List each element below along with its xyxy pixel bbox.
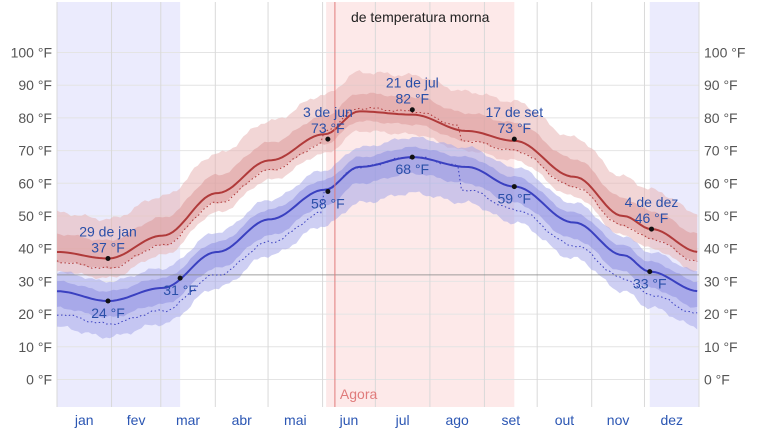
- annotation-value-4: 58 °F: [311, 195, 345, 211]
- annotation-dot-6: [409, 154, 415, 160]
- y-tick-left-6: 60 °F: [18, 175, 52, 191]
- y-tick-left-9: 90 °F: [18, 77, 52, 93]
- month-label-set: set: [501, 412, 520, 428]
- y-tick-right-5: 50 °F: [704, 208, 738, 224]
- y-tick-left-10: 100 °F: [11, 45, 52, 61]
- annotation-dot-2: [177, 275, 183, 281]
- y-tick-right-7: 70 °F: [704, 143, 738, 159]
- annotation-dot-5: [409, 107, 415, 113]
- y-tick-right-0: 0 °F: [704, 372, 730, 388]
- month-label-fev: fev: [127, 412, 146, 428]
- annotation-value-3: 73 °F: [311, 120, 345, 136]
- annotation-dot-7: [511, 136, 517, 142]
- low-outer-band: [57, 136, 698, 339]
- month-label-mai: mai: [284, 412, 307, 428]
- annotation-value-8: 59 °F: [498, 191, 532, 207]
- y-tick-left-7: 70 °F: [18, 143, 52, 159]
- annotation-dot-0: [105, 256, 111, 262]
- annotation-date-5: 21 de jul: [386, 75, 439, 91]
- annotation-dot-10: [647, 269, 653, 275]
- annotation-date-0: 29 de jan: [79, 224, 137, 240]
- month-label-out: out: [555, 412, 575, 428]
- y-tick-left-0: 0 °F: [26, 372, 52, 388]
- month-label-abr: abr: [232, 412, 253, 428]
- y-tick-right-10: 100 °F: [704, 45, 745, 61]
- month-label-nov: nov: [607, 412, 630, 428]
- annotation-value-0: 37 °F: [91, 240, 125, 256]
- axes: 0 °F 0 °F 10 °F 10 °F 20 °F 20 °F 30 °F 30 °F 40…: [11, 45, 746, 429]
- annotation-value-7: 73 °F: [498, 120, 532, 136]
- y-tick-left-1: 10 °F: [18, 339, 52, 355]
- annotation-date-7: 17 de set: [486, 104, 544, 120]
- high-outer-band: [57, 70, 698, 280]
- temperature-lines: [56, 2, 699, 407]
- annotation-dot-4: [325, 188, 331, 194]
- warm-season-label: de temperatura morna: [351, 9, 490, 25]
- y-tick-right-4: 40 °F: [704, 241, 738, 257]
- annotation-dot-8: [511, 184, 517, 190]
- month-label-jan: jan: [74, 412, 94, 428]
- y-tick-left-8: 80 °F: [18, 110, 52, 126]
- low-inner-band: [57, 146, 698, 318]
- low-line: [56, 156, 698, 302]
- annotation-value-9: 46 °F: [635, 210, 669, 226]
- high-dotted-line: [56, 106, 698, 269]
- annotation-date-9: 4 de dez: [625, 194, 679, 210]
- low-dotted-line: [56, 156, 698, 326]
- annotation-value-1: 24 °F: [91, 305, 125, 321]
- y-tick-left-2: 20 °F: [18, 306, 52, 322]
- y-tick-right-6: 60 °F: [704, 175, 738, 191]
- annotation-dot-9: [649, 226, 655, 232]
- now-label: Agora: [340, 386, 378, 402]
- month-label-dez: dez: [660, 412, 683, 428]
- month-label-mar: mar: [176, 412, 200, 428]
- y-tick-right-9: 90 °F: [704, 77, 738, 93]
- annotation-value-10: 33 °F: [633, 276, 667, 292]
- y-tick-left-4: 40 °F: [18, 241, 52, 257]
- temperature-bands: [57, 70, 698, 339]
- annotation-date-3: 3 de jun: [303, 104, 353, 120]
- month-label-jul: jul: [395, 412, 410, 428]
- annotation-dot-1: [105, 298, 111, 304]
- y-tick-left-3: 30 °F: [18, 273, 52, 289]
- y-tick-left-5: 50 °F: [18, 208, 52, 224]
- annotation-value-6: 68 °F: [395, 161, 429, 177]
- y-tick-right-1: 10 °F: [704, 339, 738, 355]
- y-tick-right-8: 80 °F: [704, 110, 738, 126]
- y-tick-right-3: 30 °F: [704, 273, 738, 289]
- month-label-jun: jun: [339, 412, 359, 428]
- annotation-value-5: 82 °F: [395, 91, 429, 107]
- annotation-value-2: 31 °F: [163, 282, 197, 298]
- y-tick-right-2: 20 °F: [704, 306, 738, 322]
- high-line: [57, 110, 698, 260]
- annotation-dot-3: [325, 136, 331, 142]
- high-inner-band: [57, 92, 698, 270]
- month-label-ago: ago: [445, 412, 469, 428]
